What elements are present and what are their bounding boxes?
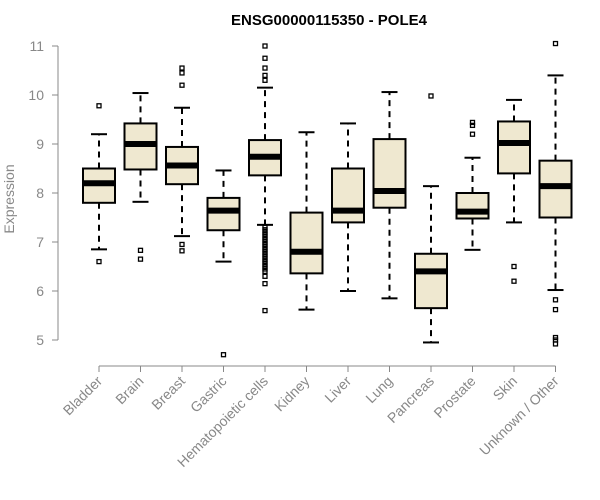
outlier-point	[179, 248, 185, 254]
boxplot-group	[206, 169, 241, 358]
boxplot-group	[82, 103, 116, 265]
box-iqr	[497, 120, 531, 175]
outlier-point	[552, 297, 559, 303]
outlier-point	[552, 306, 559, 313]
outlier-point	[428, 93, 434, 99]
outlier-point	[262, 273, 268, 279]
outlier-point	[511, 278, 517, 284]
boxplot-group	[497, 98, 531, 284]
outlier-point	[179, 70, 185, 76]
y-tick-label: 5	[36, 332, 44, 348]
box-iqr	[414, 252, 448, 310]
y-tick-label: 10	[28, 87, 44, 103]
box-iqr	[372, 138, 407, 209]
outlier-point	[179, 241, 185, 248]
outlier-point	[96, 103, 102, 109]
y-tick-label: 6	[36, 283, 44, 299]
outlier-point	[552, 334, 559, 341]
outlier-point	[262, 307, 268, 314]
outlier-point	[137, 247, 144, 253]
outlier-point	[137, 256, 144, 262]
y-tick-label: 8	[36, 185, 44, 201]
outlier-point	[179, 65, 185, 71]
boxplot-group	[331, 122, 365, 292]
y-axis: 5 6 7 8 9 10 11	[28, 38, 59, 348]
x-tick-label: Kidney	[271, 373, 313, 415]
boxplot-group	[414, 93, 448, 344]
outlier-point	[469, 122, 476, 129]
x-tick-label: Breast	[148, 373, 188, 413]
outlier-point	[262, 72, 268, 79]
outlier-point	[179, 82, 185, 88]
y-tick-label: 9	[36, 136, 44, 152]
box-iqr	[206, 196, 241, 232]
boxplot-group	[538, 40, 573, 347]
x-tick-label: Brain	[112, 373, 146, 407]
y-tick-label: 11	[29, 38, 44, 54]
boxplot-group	[165, 65, 199, 254]
outlier-point	[552, 40, 559, 47]
outlier-point	[469, 131, 476, 137]
outlier-point	[262, 77, 268, 83]
outlier-point	[469, 119, 476, 126]
outlier-point	[262, 280, 268, 287]
x-tick-label: Liver	[321, 373, 354, 406]
outlier-point	[262, 224, 268, 230]
y-axis-label: Expression	[1, 164, 17, 233]
x-tick-label: Unknown / Other	[476, 373, 562, 459]
boxplot-group	[123, 92, 158, 262]
outlier-point	[511, 263, 517, 270]
outlier-point	[96, 258, 102, 265]
outlier-point	[220, 352, 227, 358]
boxplot-group	[289, 131, 324, 311]
outlier-point	[262, 43, 268, 49]
x-tick-label: Skin	[490, 373, 521, 404]
outlier-point	[262, 55, 268, 61]
boxplot-group	[372, 91, 407, 300]
x-tick-label: Lung	[362, 373, 395, 406]
box-iqr	[455, 192, 490, 220]
outlier-point	[262, 65, 268, 71]
y-tick-label: 7	[36, 234, 44, 250]
boxplot-group	[248, 43, 282, 314]
chart-title: ENSG00000115350 - POLE4	[231, 12, 428, 29]
boxplot-group	[455, 119, 490, 251]
x-tick-label: Bladder	[60, 373, 106, 419]
box-iqr	[331, 167, 365, 224]
boxplots	[82, 40, 573, 358]
box-iqr	[289, 211, 324, 275]
x-tick-label: Prostate	[430, 373, 478, 421]
